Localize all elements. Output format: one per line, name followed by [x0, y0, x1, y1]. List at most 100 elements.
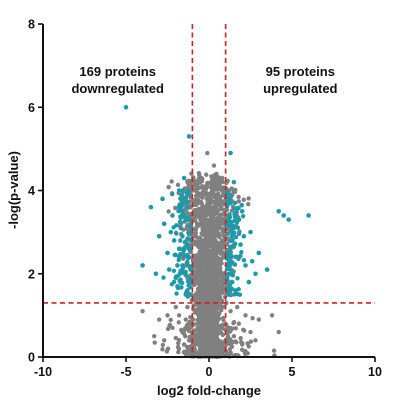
nonsignificant-point — [215, 225, 221, 231]
significant-point — [179, 285, 184, 290]
nonsignificant-point — [187, 319, 192, 324]
significant-point — [226, 253, 232, 259]
nonsignificant-point — [203, 278, 209, 283]
nonsignificant-point — [221, 244, 226, 249]
nonsignificant-point — [186, 180, 191, 186]
nonsignificant-point — [157, 317, 162, 322]
significant-point — [264, 267, 270, 272]
significant-point — [243, 263, 248, 268]
nonsignificant-point — [193, 186, 198, 192]
nonsignificant-point — [210, 272, 215, 277]
nonsignificant-point — [165, 326, 171, 332]
nonsignificant-point — [214, 178, 219, 183]
nonsignificant-point — [205, 222, 210, 227]
nonsignificant-point — [212, 262, 218, 268]
nonsignificant-point — [186, 347, 191, 353]
nonsignificant-point — [228, 309, 233, 314]
significant-point — [237, 254, 242, 259]
significant-point — [171, 225, 176, 230]
nonsignificant-point — [227, 346, 233, 352]
nonsignificant-point — [161, 338, 167, 343]
nonsignificant-point — [213, 314, 219, 319]
nonsignificant-point — [220, 175, 225, 181]
nonsignificant-point — [209, 234, 215, 240]
significant-point — [248, 229, 253, 235]
nonsignificant-point — [236, 194, 241, 200]
significant-point — [181, 214, 186, 219]
significant-point — [306, 213, 311, 218]
significant-point — [182, 253, 188, 259]
nonsignificant-point — [226, 325, 232, 331]
nonsignificant-point — [166, 209, 171, 214]
y-tick-label: 0 — [28, 351, 35, 365]
nonsignificant-point — [209, 228, 214, 233]
nonsignificant-point — [200, 214, 205, 219]
nonsignificant-point — [204, 172, 209, 177]
nonsignificant-point — [208, 289, 213, 294]
nonsignificant-point — [165, 313, 170, 318]
significant-point — [170, 213, 175, 218]
nonsignificant-point — [194, 261, 199, 266]
y-tick-label: 4 — [28, 184, 35, 198]
nonsignificant-point — [246, 196, 251, 201]
nonsignificant-point — [209, 349, 215, 354]
significant-point — [249, 258, 255, 264]
nonsignificant-point — [196, 172, 202, 177]
nonsignificant-point — [271, 348, 277, 353]
nonsignificant-point — [176, 340, 181, 346]
nonsignificant-point — [182, 349, 187, 354]
nonsignificant-point — [191, 334, 196, 339]
nonsignificant-point — [207, 262, 213, 268]
nonsignificant-point — [215, 257, 221, 262]
nonsignificant-point — [212, 309, 217, 315]
nonsignificant-point — [220, 212, 225, 217]
significant-point — [148, 204, 154, 210]
nonsignificant-point — [192, 310, 198, 315]
nonsignificant-point — [160, 342, 166, 348]
significant-point — [179, 200, 185, 206]
significant-point — [172, 252, 177, 258]
significant-point — [176, 254, 182, 259]
significant-point — [232, 206, 237, 211]
nonsignificant-point — [226, 341, 232, 346]
significant-point — [181, 271, 187, 276]
nonsignificant-point — [173, 304, 178, 310]
y-tick-label: 2 — [28, 267, 35, 281]
axes-layer — [38, 23, 376, 362]
significant-point — [178, 246, 183, 252]
nonsignificant-point — [212, 183, 218, 188]
nonsignificant-point — [212, 335, 217, 340]
nonsignificant-point — [175, 182, 181, 188]
nonsignificant-point — [176, 313, 182, 318]
significant-point — [236, 286, 241, 292]
nonsignificant-point — [241, 197, 246, 202]
significant-point — [168, 229, 174, 235]
nonsignificant-point — [206, 238, 212, 244]
significant-point — [224, 275, 230, 280]
nonsignificant-point — [246, 202, 251, 207]
nonsignificant-point — [210, 247, 215, 253]
significant-point — [286, 217, 291, 222]
significant-point — [183, 218, 188, 223]
significant-point — [229, 270, 234, 276]
nonsignificant-point — [200, 184, 205, 189]
significant-point — [156, 233, 162, 239]
nonsignificant-point — [207, 297, 213, 303]
nonsignificant-point — [200, 176, 205, 181]
significant-point — [231, 242, 237, 247]
nonsignificant-point — [183, 317, 188, 322]
significant-point — [241, 233, 247, 239]
nonsignificant-point — [215, 216, 220, 221]
nonsignificant-point — [210, 292, 216, 297]
nonsignificant-point — [212, 210, 217, 215]
nonsignificant-point — [269, 313, 275, 318]
nonsignificant-point — [198, 335, 203, 340]
nonsignificant-point — [226, 329, 232, 335]
nonsignificant-point — [203, 267, 208, 272]
significant-point — [176, 208, 181, 214]
significant-point — [176, 273, 181, 278]
nonsignificant-point — [160, 347, 165, 352]
upregulated-annotation: 95 proteins — [266, 64, 335, 79]
nonsignificant-point — [168, 317, 173, 323]
significant-point — [231, 179, 237, 185]
